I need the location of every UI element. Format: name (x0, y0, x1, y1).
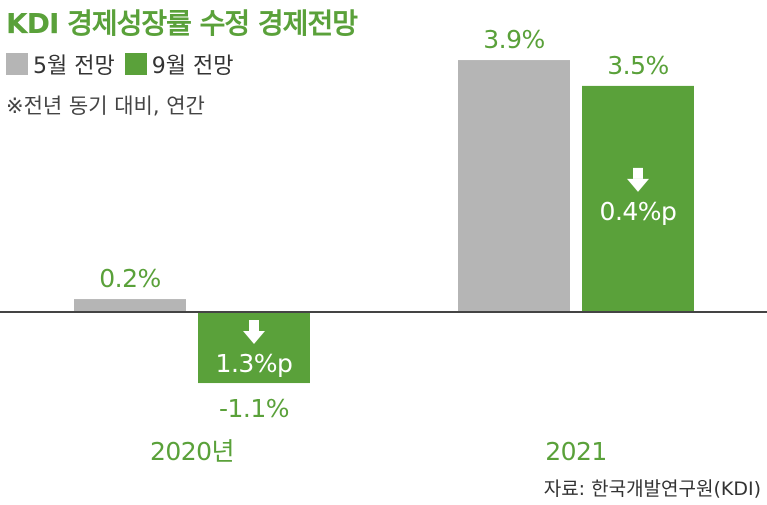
legend-swatch-may (6, 53, 28, 75)
legend: 5월 전망 9월 전망 (6, 48, 233, 80)
chart-note: ※전년 동기 대비, 연간 (6, 94, 205, 118)
down-arrow-icon-stem-0 (249, 320, 259, 331)
value-label-may-0: 0.2% (99, 264, 161, 293)
legend-item-may: 5월 전망 (6, 48, 115, 80)
down-arrow-icon-0 (243, 331, 265, 344)
value-label-may-1: 3.9% (483, 25, 545, 54)
bar-sep-1 (582, 85, 694, 313)
value-label-sep-1: 3.5% (607, 51, 669, 80)
source-credit: 자료: 한국개발연구원(KDI) (543, 478, 761, 500)
chart-title: KDI 경제성장률 수정 경제전망 (6, 7, 358, 40)
down-arrow-icon-stem-1 (633, 167, 643, 179)
category-label-1: 2021 (545, 437, 607, 466)
legend-label-sep: 9월 전망 (151, 54, 234, 79)
legend-swatch-sep (124, 53, 147, 75)
legend-item-sep: 9월 전망 (124, 48, 234, 80)
category-label-0: 2020년 (150, 437, 234, 466)
legend-label-may: 5월 전망 (33, 54, 115, 79)
bar-may-0 (74, 299, 186, 312)
down-arrow-icon-1 (627, 178, 649, 192)
delta-label-0: 1.3%p (216, 349, 293, 378)
bar-may-1 (458, 60, 570, 313)
value-label-sep-0: -1.1% (219, 394, 289, 423)
delta-label-1: 0.4%p (600, 197, 677, 226)
